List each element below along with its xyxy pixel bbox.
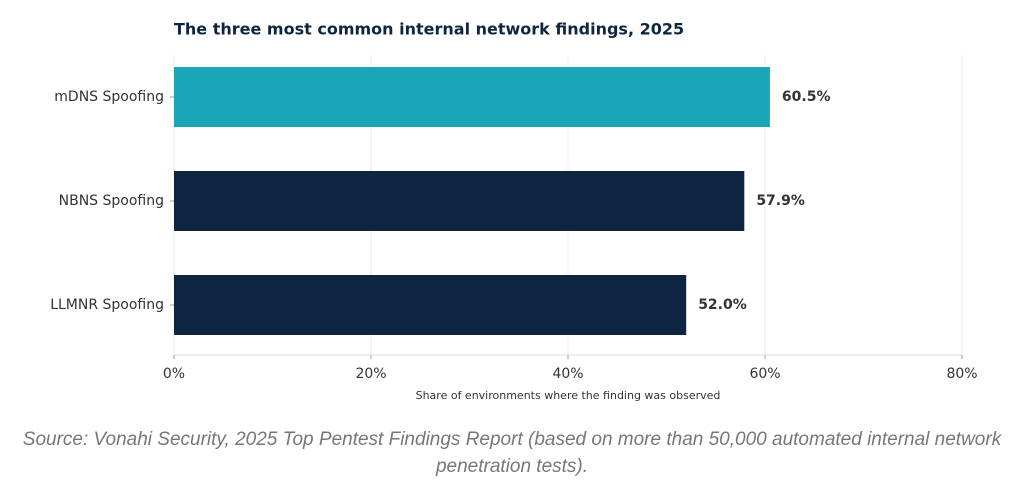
bar [174,67,770,127]
x-tick-label: 80% [946,366,977,382]
x-tick-label: 0% [163,366,185,382]
x-axis-title: Share of environments where the finding … [416,389,721,402]
x-tick-label: 20% [355,366,386,382]
x-tick-label: 60% [749,366,780,382]
chart-title: The three most common internal network f… [174,20,684,39]
y-tick-label: mDNS Spoofing [54,89,164,105]
value-label: 57.9% [756,193,805,209]
bar [174,171,745,231]
y-tick-label: LLMNR Spoofing [50,297,164,313]
y-tick-label: NBNS Spoofing [59,193,164,209]
x-tick-label: 40% [552,366,583,382]
bar [174,275,687,335]
value-label: 60.5% [782,89,831,105]
value-label: 52.0% [698,297,747,313]
chart: The three most common internal network f… [50,20,977,403]
source-note: Source: Vonahi Security, 2025 Top Pentes… [22,429,1002,477]
